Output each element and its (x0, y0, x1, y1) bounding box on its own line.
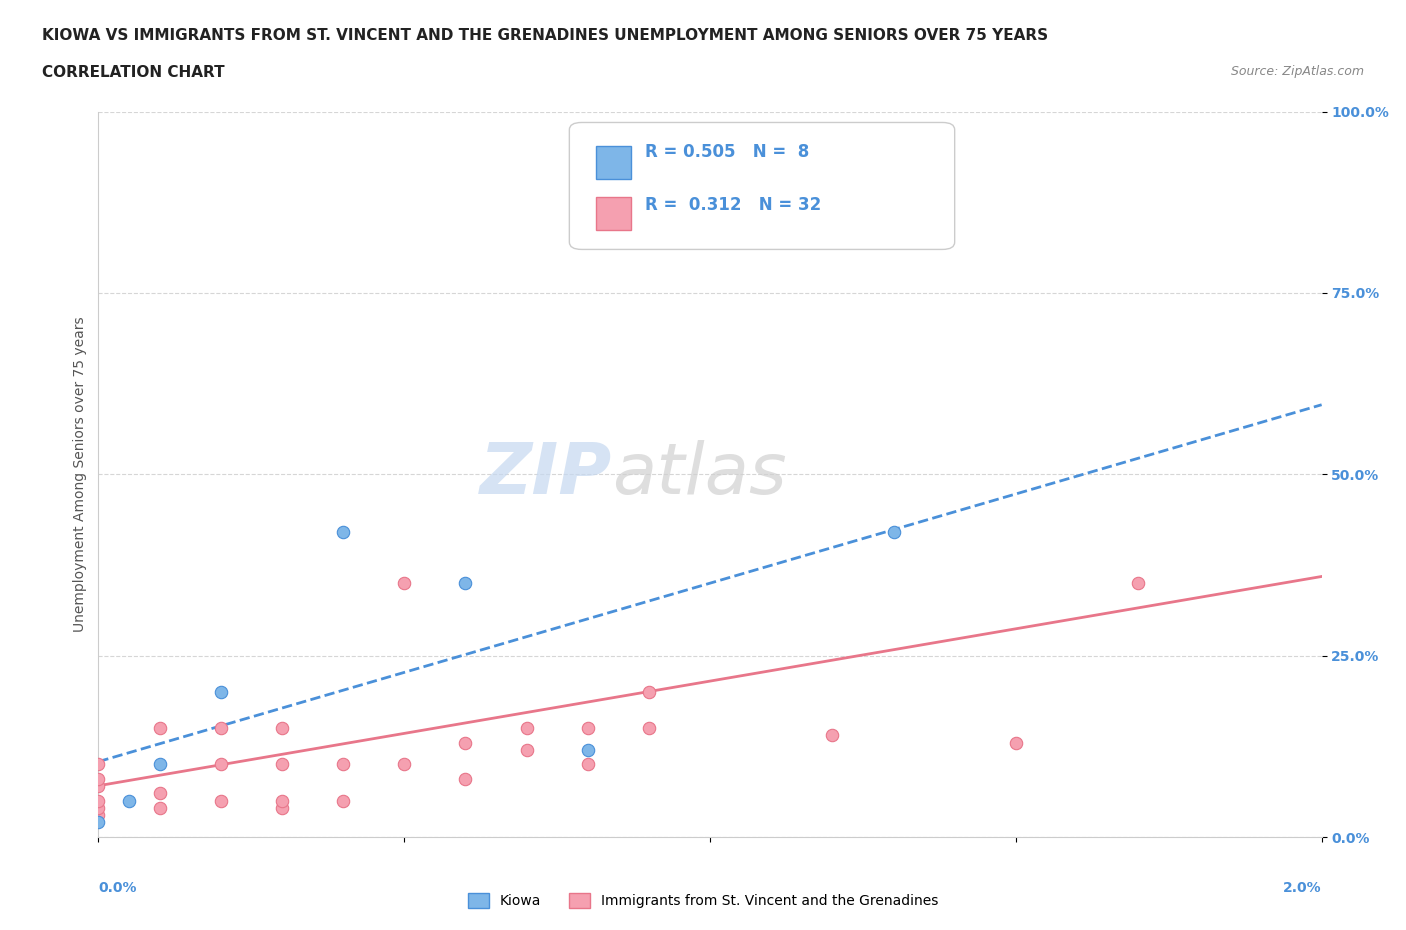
Point (87, 757, 110, 772)
Point (87, 778, 110, 793)
Point (149, 721, 172, 736)
Point (87, 801, 110, 816)
Text: CORRELATION CHART: CORRELATION CHART (42, 65, 225, 80)
Text: Source: ZipAtlas.com: Source: ZipAtlas.com (1230, 65, 1364, 78)
Legend: Kiowa, Immigrants from St. Vincent and the Grenadines: Kiowa, Immigrants from St. Vincent and t… (463, 888, 943, 914)
Point (454, 576, 477, 591)
Point (209, 793, 232, 808)
Point (209, 684, 232, 699)
Text: R = 0.505   N =  8: R = 0.505 N = 8 (645, 143, 810, 161)
Point (1128, 576, 1150, 591)
Point (87, 793, 110, 808)
FancyBboxPatch shape (596, 197, 630, 230)
Point (576, 757, 599, 772)
Y-axis label: Unemployment Among Seniors over 75 years: Unemployment Among Seniors over 75 years (73, 316, 87, 632)
Point (576, 742, 599, 757)
Point (332, 525, 354, 539)
Point (270, 793, 294, 808)
Text: 0.0%: 0.0% (98, 881, 136, 895)
Point (87, 808, 110, 823)
Point (149, 786, 172, 801)
Point (87, 772, 110, 787)
Text: atlas: atlas (612, 440, 787, 509)
Point (637, 684, 661, 699)
Point (332, 757, 354, 772)
Point (516, 742, 538, 757)
FancyBboxPatch shape (596, 146, 630, 179)
Point (576, 721, 599, 736)
Text: 2.0%: 2.0% (1284, 881, 1322, 895)
Point (883, 525, 905, 539)
Point (454, 736, 477, 751)
Point (87, 815, 110, 830)
Text: R =  0.312   N = 32: R = 0.312 N = 32 (645, 195, 821, 214)
Point (392, 757, 416, 772)
Point (821, 728, 844, 743)
Point (149, 801, 172, 816)
Point (392, 576, 416, 591)
Text: ZIP: ZIP (479, 440, 612, 509)
Point (637, 721, 661, 736)
Point (1004, 736, 1026, 751)
FancyBboxPatch shape (569, 123, 955, 249)
Point (454, 772, 477, 787)
Point (149, 757, 172, 772)
Point (516, 721, 538, 736)
Point (118, 793, 141, 808)
Point (209, 757, 232, 772)
Point (270, 757, 294, 772)
Point (270, 801, 294, 816)
Text: KIOWA VS IMMIGRANTS FROM ST. VINCENT AND THE GRENADINES UNEMPLOYMENT AMONG SENIO: KIOWA VS IMMIGRANTS FROM ST. VINCENT AND… (42, 28, 1049, 43)
Point (209, 721, 232, 736)
Point (332, 793, 354, 808)
Point (270, 721, 294, 736)
Point (576, 192, 599, 206)
